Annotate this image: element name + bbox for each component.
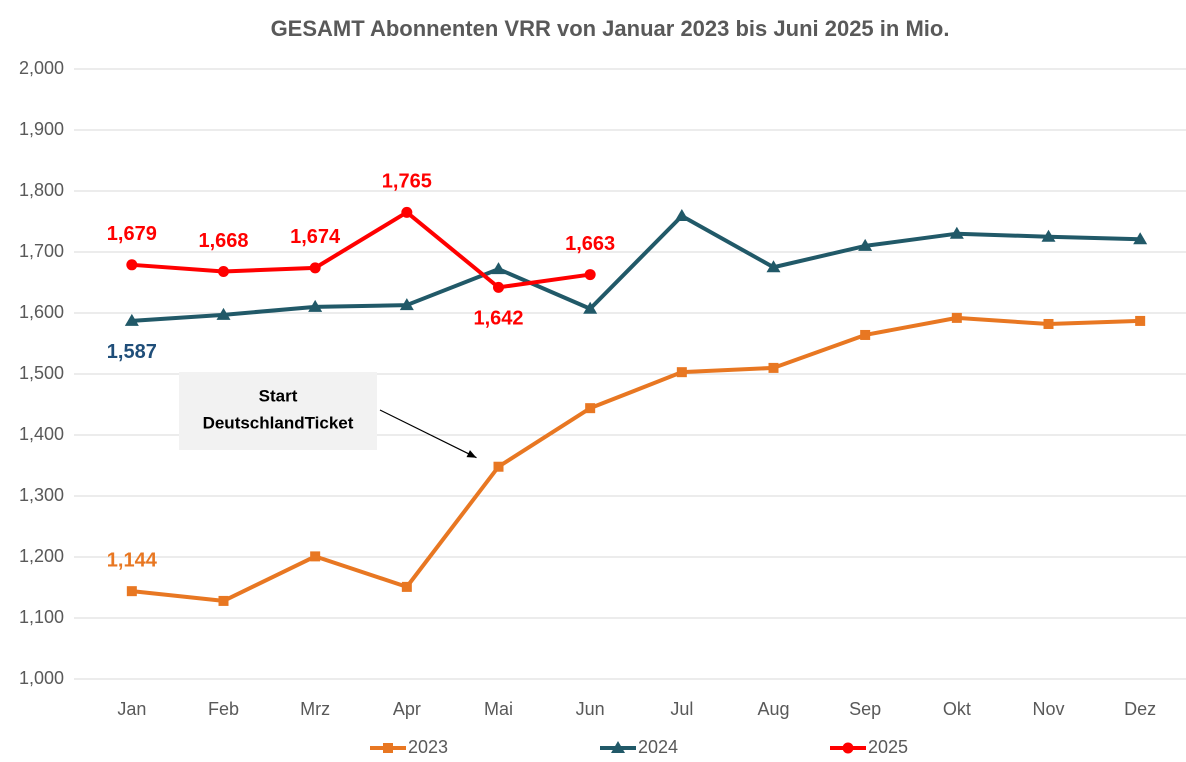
x-tick-label: Okt [943, 699, 971, 719]
series-line [131, 210, 591, 290]
chart-title: GESAMT Abonnenten VRR von Januar 2023 bi… [271, 16, 950, 41]
marker [611, 741, 625, 753]
y-tick-label: 1,600 [19, 302, 64, 322]
marker [401, 206, 413, 218]
marker [1041, 229, 1056, 242]
marker [216, 307, 231, 320]
annotation-box [179, 372, 377, 450]
y-tick-label: 1,700 [19, 241, 64, 261]
marker [674, 209, 689, 222]
marker [768, 362, 779, 373]
data-label: 1,663 [565, 233, 615, 255]
data-label: 1,587 [107, 341, 157, 363]
y-tick-label: 2,000 [19, 58, 64, 78]
series-line [131, 315, 1141, 603]
y-tick-label: 1,300 [19, 485, 64, 505]
marker [218, 595, 229, 606]
series-line [131, 214, 1141, 323]
marker [1135, 315, 1146, 326]
annotation-text: DeutschlandTicket [203, 413, 354, 432]
x-tick-label: Aug [757, 699, 789, 719]
marker [493, 281, 504, 293]
marker [310, 551, 321, 562]
marker [491, 262, 506, 275]
y-tick-label: 1,000 [19, 668, 64, 688]
y-tick-label: 1,800 [19, 180, 64, 200]
legend-label: 2023 [408, 737, 448, 757]
marker [676, 367, 687, 378]
y-tick-label: 1,900 [19, 119, 64, 139]
marker [399, 298, 414, 311]
y-tick-label: 1,100 [19, 607, 64, 627]
annotation-arrow [379, 409, 477, 459]
x-tick-label: Jul [670, 699, 693, 719]
x-tick-label: Apr [393, 699, 421, 719]
x-tick-label: Jun [576, 699, 605, 719]
marker [308, 299, 323, 312]
data-label: 1,679 [107, 223, 157, 245]
marker [858, 238, 873, 251]
data-label: 1,765 [382, 171, 432, 193]
legend-label: 2025 [868, 737, 908, 757]
marker [383, 743, 393, 753]
marker [401, 581, 412, 592]
x-tick-label: Nov [1032, 699, 1064, 719]
marker [584, 269, 596, 281]
marker [124, 313, 139, 326]
annotation-arrowhead [466, 450, 477, 458]
x-tick-label: Jan [117, 699, 146, 719]
x-tick-label: Feb [208, 699, 239, 719]
y-tick-label: 1,500 [19, 363, 64, 383]
y-tick-label: 1,200 [19, 546, 64, 566]
marker [126, 586, 137, 597]
legend-label: 2024 [638, 737, 678, 757]
marker [126, 259, 138, 271]
x-tick-label: Sep [849, 699, 881, 719]
marker [583, 301, 598, 314]
data-label: 1,144 [107, 549, 158, 571]
data-label: 1,674 [290, 226, 341, 248]
data-label: 1,642 [473, 308, 523, 330]
marker [860, 329, 871, 340]
marker [951, 312, 962, 323]
marker [842, 742, 854, 754]
marker [949, 226, 964, 239]
marker [766, 260, 781, 273]
annotation-text: Start [259, 386, 298, 405]
marker [1133, 232, 1148, 245]
y-tick-label: 1,400 [19, 424, 64, 444]
marker [218, 266, 229, 278]
x-tick-label: Dez [1124, 699, 1156, 719]
marker [309, 262, 321, 274]
data-label: 1,668 [198, 230, 248, 252]
marker [1043, 318, 1054, 329]
x-tick-label: Mai [484, 699, 513, 719]
x-tick-label: Mrz [300, 699, 330, 719]
marker [585, 403, 596, 414]
marker [493, 461, 504, 472]
